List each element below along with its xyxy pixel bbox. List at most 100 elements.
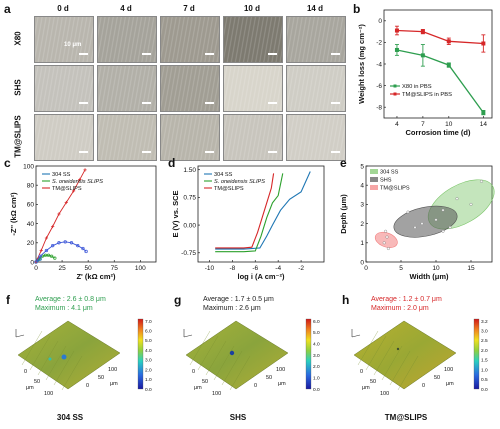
afm-axis-unit: μm bbox=[26, 385, 34, 391]
panel-d-letter: d bbox=[168, 156, 176, 170]
micrograph-tmslips-3 bbox=[223, 114, 283, 161]
afm-texture-line bbox=[53, 350, 75, 386]
column-header-0: 0 d bbox=[57, 4, 69, 13]
chart-e-point bbox=[413, 225, 417, 229]
scale-bar bbox=[205, 151, 214, 153]
scale-bar bbox=[331, 151, 340, 153]
chart-b-point bbox=[420, 53, 425, 58]
chart-e-point bbox=[384, 229, 388, 233]
chart-b-legend-marker bbox=[393, 92, 397, 96]
afm-axis-tick: 100 bbox=[380, 391, 389, 397]
chart-b-point bbox=[420, 29, 425, 34]
chart-c-point bbox=[81, 246, 85, 251]
afm-texture-line bbox=[197, 335, 219, 371]
afm-pit-mark bbox=[61, 354, 67, 360]
chart-e-legend-swatch bbox=[370, 169, 378, 174]
chart-c-point bbox=[84, 249, 88, 254]
chart-c-point bbox=[63, 240, 67, 244]
chart-e-point bbox=[385, 235, 389, 239]
panel-f-letter: f bbox=[6, 293, 10, 307]
chart-e-point bbox=[406, 210, 410, 214]
afm-maximum: Maximum : 4.1 μm bbox=[35, 305, 93, 312]
chart-c-legend-label: TM@SLIPS bbox=[52, 186, 82, 192]
chart-d-ytick-label: 0.00 bbox=[183, 222, 196, 229]
afm-colorbar-tick: 7.0 bbox=[145, 319, 152, 325]
micrograph-shs-0 bbox=[34, 65, 94, 112]
column-header-3: 10 d bbox=[243, 4, 260, 13]
scale-bar bbox=[331, 102, 340, 104]
chart-e-legend-label: 304 SS bbox=[380, 170, 399, 176]
chart-b-point bbox=[394, 47, 399, 52]
chart-c-series-line-3 bbox=[35, 241, 87, 263]
afm-texture-line bbox=[381, 345, 403, 381]
afm-axis-unit: μm bbox=[194, 385, 202, 391]
chart-b-point bbox=[481, 41, 486, 46]
chart-b-point bbox=[446, 63, 451, 68]
chart-e-point bbox=[434, 218, 438, 222]
afm-caption-h: TM@SLIPS bbox=[384, 413, 428, 422]
chart-b-series-line-1 bbox=[396, 29, 484, 45]
chart-c-point bbox=[83, 168, 87, 172]
micrograph-shs-1 bbox=[97, 65, 157, 112]
afm-pit-mark bbox=[48, 357, 52, 361]
scale-bar bbox=[205, 53, 214, 55]
afm-axis-tick: 0 bbox=[422, 383, 425, 389]
chart-d-legend-label: 304 SS bbox=[214, 172, 233, 178]
afm-stats-f: Average : 2.6 ± 0.8 μm Maximum : 4.1 μm bbox=[35, 295, 106, 313]
scale-bar bbox=[79, 151, 88, 153]
afm-topography-f: 0 50 100 μm 0 50 100 μm 7.0 6.0 5.0 4.0 3.0 2.0 1.0 0.0 bbox=[15, 319, 152, 397]
chart-c-plot-frame bbox=[35, 165, 157, 263]
chart-c-point bbox=[53, 256, 57, 260]
scale-bar bbox=[142, 151, 151, 153]
chart-e-point bbox=[469, 202, 473, 206]
chart-d-series-line-1 bbox=[215, 173, 284, 253]
chart-c-point bbox=[51, 244, 55, 248]
chart-d-legend-label: S. oneidensis SLIPS bbox=[214, 179, 265, 185]
afm-axis-unit: μm bbox=[110, 381, 118, 387]
panel-c-letter: c bbox=[4, 156, 11, 170]
chart-c-point bbox=[76, 244, 80, 248]
afm-colorbar-tick: 6.0 bbox=[313, 319, 320, 325]
chart-b-point bbox=[446, 39, 451, 44]
afm-axis-tick: 50 bbox=[98, 375, 104, 381]
chart-b-series-line-0 bbox=[396, 49, 484, 113]
afm-colorbar-tick: 5.0 bbox=[313, 330, 320, 336]
afm-axis-tick: 50 bbox=[202, 379, 208, 385]
chart-e-xtick-label: 5 bbox=[399, 265, 403, 272]
chart-e-ytick-label: 2 bbox=[360, 221, 364, 228]
afm-colorbar-tick: 0.0 bbox=[313, 387, 320, 393]
afm-stats-g: Average : 1.7 ± 0.5 μm Maximum : 2.6 μm bbox=[203, 295, 274, 313]
chart-c-point bbox=[51, 224, 55, 229]
chart-d-series-line-0 bbox=[215, 171, 311, 250]
micrograph-tmslips-0 bbox=[34, 114, 94, 161]
chart-b-legend-label: X80 in PBS bbox=[402, 84, 432, 90]
afm-colorbar-tick: 1.0 bbox=[313, 375, 320, 381]
chart-c-point bbox=[50, 254, 54, 258]
afm-texture-line bbox=[389, 350, 411, 386]
afm-colorbar-tick: 0.5 bbox=[481, 377, 488, 383]
scale-bar bbox=[268, 102, 277, 104]
chart-d-ytick-label: 0.75 bbox=[183, 195, 196, 202]
afm-topography-g: 0 50 100 μm 0 50 100 μm 6.0 5.0 4.0 3.0 2.0 1.0 0.0 bbox=[183, 319, 320, 397]
micrograph-x80-4 bbox=[286, 16, 346, 63]
afm-pit-mark bbox=[396, 347, 400, 351]
chart-c-point bbox=[43, 253, 48, 257]
chart-b-ytick-label: -2 bbox=[376, 40, 382, 47]
chart-d-ylabel: E (V) vs. SCE bbox=[171, 190, 180, 237]
micrograph-shs-2 bbox=[160, 65, 220, 112]
scale-bar bbox=[331, 53, 340, 55]
chart-e-cluster-ellipse-1 bbox=[393, 205, 458, 238]
chart-c-legend-label: 304 SS bbox=[52, 172, 71, 178]
scale-bar bbox=[268, 151, 277, 153]
chart-b-ytick-label: 0 bbox=[378, 18, 382, 25]
chart-c-point bbox=[64, 200, 68, 205]
afm-colorbar-tick: 3.0 bbox=[313, 353, 320, 359]
chart-c-legend-label: S. oneidensis SLIPS bbox=[52, 179, 103, 185]
afm-stats-h: Average : 1.2 ± 0.7 μm Maximum : 2.0 μm bbox=[371, 295, 442, 313]
weight-loss-chart: 4 7 10 14 0 -2 -4 -6 -8 Corrosion time (d) Weight … bbox=[357, 9, 493, 137]
chart-e-ytick-label: 1 bbox=[360, 240, 364, 247]
chart-e-point bbox=[386, 247, 390, 251]
chart-d-ytick-label: -0.75 bbox=[181, 250, 196, 257]
afm-axis-tick: 0 bbox=[24, 369, 27, 375]
afm-colorbar-tick: 2.0 bbox=[145, 367, 152, 373]
